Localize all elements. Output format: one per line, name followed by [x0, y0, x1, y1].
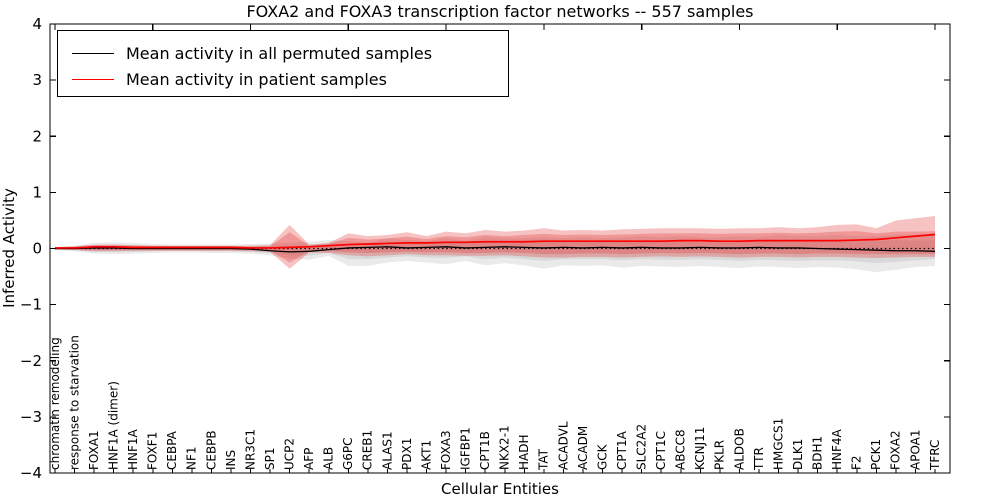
- legend-item-patient: Mean activity in patient samples: [58, 66, 508, 92]
- x-category-label: BDH1: [811, 436, 825, 470]
- x-category-label: TTR: [752, 447, 766, 471]
- x-category-label: SLC2A2: [635, 424, 649, 470]
- x-category-label: ALDOB: [732, 428, 746, 470]
- x-category-label: TAT: [537, 448, 551, 471]
- x-category-label: HNF1A (dimer): [107, 381, 121, 470]
- y-tick-label: 2: [32, 127, 42, 145]
- x-category-label: PCK1: [869, 439, 883, 470]
- y-tick-label: −4: [20, 464, 42, 482]
- x-category-label: DLK1: [791, 439, 805, 470]
- x-category-label: ALB: [322, 447, 336, 470]
- x-category-label: HMGCS1: [771, 418, 785, 470]
- x-category-label: FOXA2: [889, 430, 903, 470]
- x-category-label: CPT1C: [654, 431, 668, 470]
- x-category-label: response to starvation: [67, 335, 81, 470]
- legend-line-permuted-icon: [72, 52, 114, 54]
- x-category-label: HNF1A: [126, 428, 140, 470]
- x-category-label: ALAS1: [380, 431, 394, 470]
- legend-line-patient-icon: [72, 78, 114, 80]
- x-category-label: APOA1: [908, 429, 922, 470]
- x-category-label: NKX2-1: [498, 425, 512, 470]
- x-category-label: ACADVL: [556, 421, 570, 470]
- x-category-label: F2: [850, 455, 864, 470]
- x-category-label: chromatin remodeling: [48, 337, 62, 470]
- x-category-label: IGFBP1: [459, 427, 473, 470]
- x-category-label: G6PC: [341, 437, 355, 470]
- legend-item-permuted: Mean activity in all permuted samples: [58, 40, 508, 66]
- x-category-label: CPT1A: [615, 430, 629, 470]
- x-category-label: NR3C1: [243, 429, 257, 470]
- x-category-label: UCP2: [283, 438, 297, 470]
- legend-label-patient: Mean activity in patient samples: [126, 69, 387, 89]
- x-category-label: ACADM: [576, 426, 590, 470]
- band-permuted-inner: [55, 240, 935, 264]
- series-line-patient: [55, 233, 936, 249]
- x-category-label: NF1: [185, 446, 199, 470]
- x-category-label: AFP: [302, 448, 316, 470]
- x-category-label: AKT1: [419, 440, 433, 470]
- x-category-label: KCNJ11: [693, 427, 707, 470]
- x-category-label: CPT1B: [478, 431, 492, 470]
- y-tick-label: −2: [20, 352, 42, 370]
- legend: Mean activity in all permuted samples Me…: [57, 30, 509, 97]
- x-category-label: GCK: [595, 443, 609, 470]
- x-category-label: FOXA1: [87, 430, 101, 470]
- x-category-label: FOXF1: [146, 432, 160, 470]
- chart-title: FOXA2 and FOXA3 transcription factor net…: [246, 2, 754, 21]
- x-category-label: INS: [224, 450, 238, 470]
- x-category-label: PDX1: [400, 438, 414, 470]
- y-tick-label: 1: [32, 183, 42, 201]
- x-category-label: CEBPB: [204, 430, 218, 470]
- x-category-label: FOXA3: [439, 430, 453, 470]
- band-permuted-outer: [55, 233, 935, 273]
- x-category-label: TFRC: [928, 440, 942, 471]
- y-tick-label: 0: [32, 240, 42, 258]
- x-category-label: SP1: [263, 448, 277, 471]
- x-category-label: HNF4A: [830, 428, 844, 470]
- y-tick-label: 3: [32, 71, 42, 89]
- x-category-label: HADH: [517, 435, 531, 471]
- x-category-label: CEBPA: [165, 430, 179, 470]
- y-tick-label: −1: [20, 296, 42, 314]
- x-category-label: ABCC8: [674, 429, 688, 470]
- legend-label-permuted: Mean activity in all permuted samples: [126, 43, 433, 63]
- y-tick-label: 4: [32, 15, 42, 33]
- series-line-permuted: [55, 246, 936, 253]
- y-tick-label: −3: [20, 408, 42, 426]
- x-category-label: PKLR: [713, 440, 727, 470]
- x-category-label: CREB1: [361, 430, 375, 470]
- x-axis-label: Cellular Entities: [441, 480, 559, 498]
